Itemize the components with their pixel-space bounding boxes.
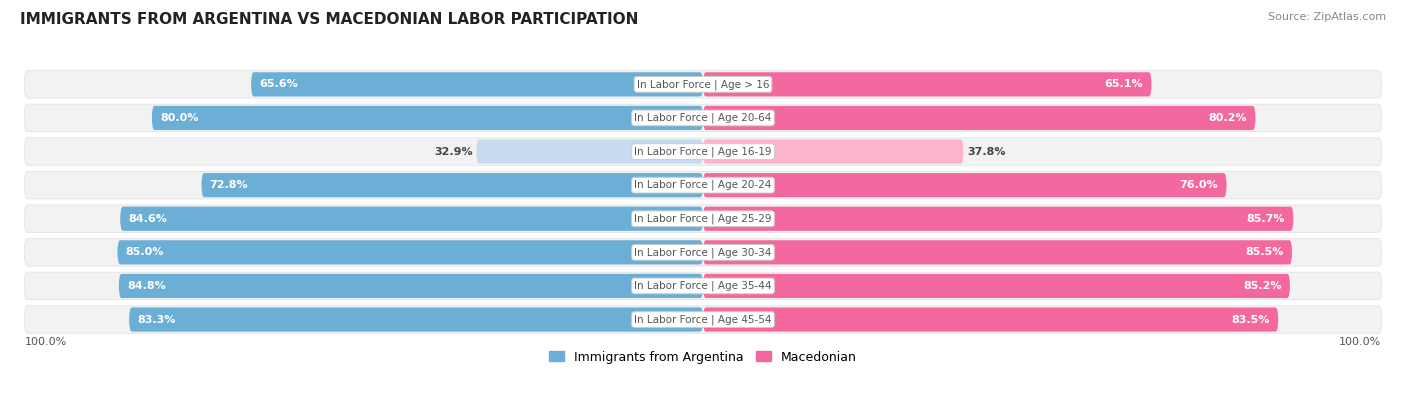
Text: 83.3%: 83.3% — [138, 314, 176, 325]
Text: In Labor Force | Age > 16: In Labor Force | Age > 16 — [637, 79, 769, 90]
FancyBboxPatch shape — [24, 306, 1382, 333]
FancyBboxPatch shape — [703, 274, 1289, 298]
Text: 72.8%: 72.8% — [209, 180, 249, 190]
Text: In Labor Force | Age 25-29: In Labor Force | Age 25-29 — [634, 214, 772, 224]
Text: 100.0%: 100.0% — [1339, 337, 1381, 347]
FancyBboxPatch shape — [703, 207, 1294, 231]
Text: In Labor Force | Age 20-64: In Labor Force | Age 20-64 — [634, 113, 772, 123]
FancyBboxPatch shape — [252, 72, 703, 96]
Text: 65.6%: 65.6% — [259, 79, 298, 89]
FancyBboxPatch shape — [703, 72, 1152, 96]
FancyBboxPatch shape — [24, 239, 1382, 266]
Text: 80.0%: 80.0% — [160, 113, 198, 123]
FancyBboxPatch shape — [703, 106, 1256, 130]
Text: IMMIGRANTS FROM ARGENTINA VS MACEDONIAN LABOR PARTICIPATION: IMMIGRANTS FROM ARGENTINA VS MACEDONIAN … — [20, 12, 638, 27]
FancyBboxPatch shape — [703, 173, 1226, 197]
FancyBboxPatch shape — [477, 139, 703, 164]
Text: 32.9%: 32.9% — [434, 147, 472, 156]
FancyBboxPatch shape — [201, 173, 703, 197]
Text: In Labor Force | Age 30-34: In Labor Force | Age 30-34 — [634, 247, 772, 258]
FancyBboxPatch shape — [24, 71, 1382, 98]
FancyBboxPatch shape — [703, 139, 963, 164]
Text: In Labor Force | Age 16-19: In Labor Force | Age 16-19 — [634, 146, 772, 157]
Text: 83.5%: 83.5% — [1232, 314, 1270, 325]
Text: In Labor Force | Age 35-44: In Labor Force | Age 35-44 — [634, 281, 772, 291]
Text: 85.5%: 85.5% — [1246, 247, 1284, 258]
Text: 84.8%: 84.8% — [127, 281, 166, 291]
FancyBboxPatch shape — [152, 106, 703, 130]
Text: 100.0%: 100.0% — [25, 337, 67, 347]
FancyBboxPatch shape — [129, 307, 703, 332]
FancyBboxPatch shape — [24, 171, 1382, 199]
Text: 84.6%: 84.6% — [128, 214, 167, 224]
Text: Source: ZipAtlas.com: Source: ZipAtlas.com — [1268, 12, 1386, 22]
Text: 85.0%: 85.0% — [125, 247, 165, 258]
FancyBboxPatch shape — [24, 104, 1382, 132]
FancyBboxPatch shape — [118, 240, 703, 264]
FancyBboxPatch shape — [24, 272, 1382, 300]
FancyBboxPatch shape — [703, 307, 1278, 332]
Text: 65.1%: 65.1% — [1105, 79, 1143, 89]
Text: 85.2%: 85.2% — [1243, 281, 1282, 291]
Text: 80.2%: 80.2% — [1209, 113, 1247, 123]
FancyBboxPatch shape — [120, 207, 703, 231]
Text: In Labor Force | Age 20-24: In Labor Force | Age 20-24 — [634, 180, 772, 190]
Text: 85.7%: 85.7% — [1247, 214, 1285, 224]
FancyBboxPatch shape — [24, 138, 1382, 166]
Text: In Labor Force | Age 45-54: In Labor Force | Age 45-54 — [634, 314, 772, 325]
Text: 76.0%: 76.0% — [1180, 180, 1219, 190]
FancyBboxPatch shape — [118, 274, 703, 298]
Text: 37.8%: 37.8% — [967, 147, 1005, 156]
FancyBboxPatch shape — [703, 240, 1292, 264]
Legend: Immigrants from Argentina, Macedonian: Immigrants from Argentina, Macedonian — [544, 346, 862, 369]
FancyBboxPatch shape — [24, 205, 1382, 233]
